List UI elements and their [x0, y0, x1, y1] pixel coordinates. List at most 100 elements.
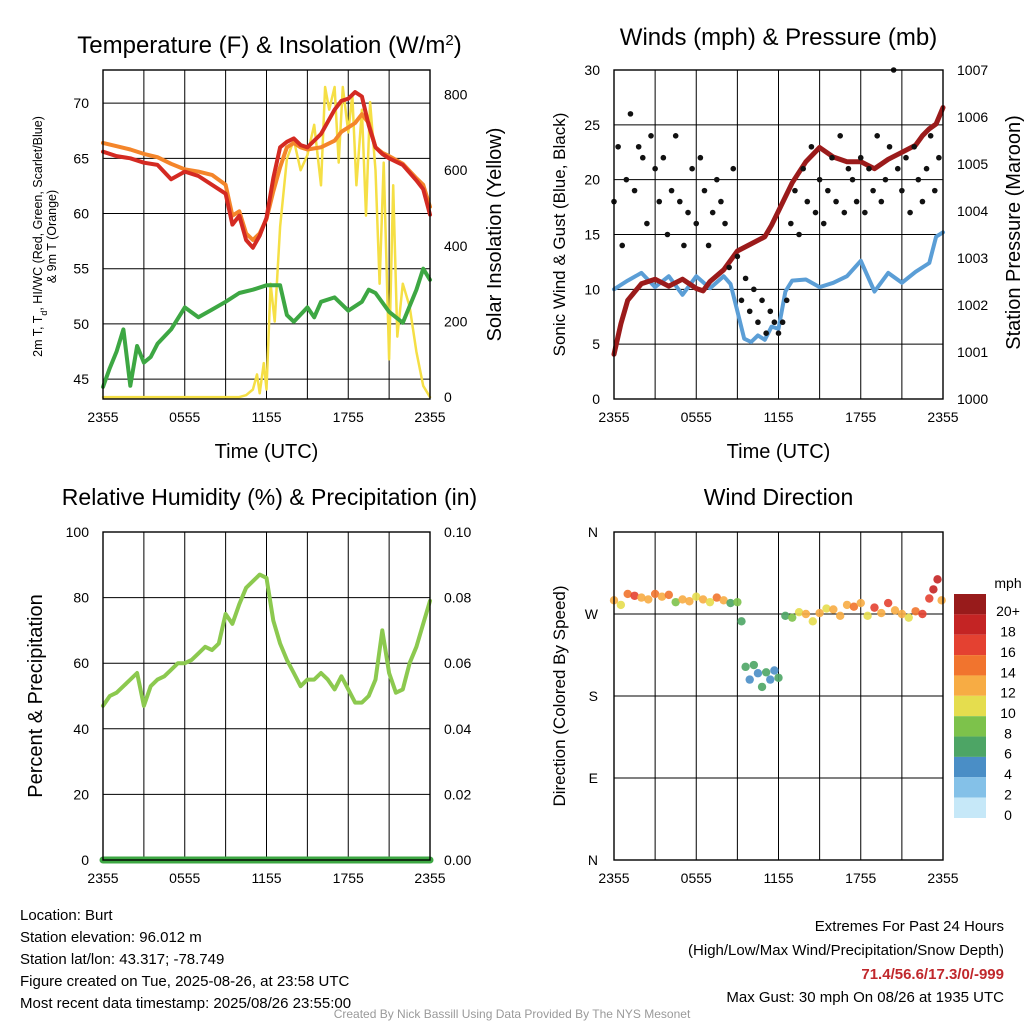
gust-point [648, 133, 654, 139]
gust-point [623, 176, 630, 183]
gust-point [767, 308, 774, 315]
direction-point [678, 595, 687, 604]
direction-point [937, 596, 946, 605]
direction-point [801, 609, 811, 619]
direction-point [933, 575, 942, 584]
legend-label: 20+ [996, 603, 1020, 619]
gust-point [792, 187, 798, 194]
direction-point [911, 607, 920, 616]
legend-unit: mph [994, 575, 1021, 591]
y-tick-label: 60 [73, 206, 89, 222]
credit-text: Created By Nick Bassill Using Data Provi… [333, 1007, 691, 1021]
y2-tick-label: 0.00 [444, 852, 471, 868]
gust-point [837, 133, 843, 139]
gust-point [726, 264, 732, 271]
y-tick-label: 25 [584, 117, 600, 133]
gust-point [936, 154, 942, 161]
y-tick-label: 0 [592, 391, 600, 407]
y2-tick-label: 1004 [957, 203, 988, 219]
x-tick-label: 1155 [251, 870, 281, 886]
y-tick-label: 55 [73, 261, 89, 277]
plot-border [613, 531, 944, 861]
legend-label: 8 [1004, 725, 1012, 741]
gust-point [681, 242, 687, 249]
y-axis-label: Sonic Wind & Gust (Blue, Black) [550, 113, 569, 357]
direction-point [918, 609, 927, 619]
x-tick-label: 2355 [87, 870, 118, 886]
x-tick-label: 0555 [169, 409, 200, 425]
gust-point [862, 209, 868, 216]
legend-label: 10 [1000, 705, 1016, 721]
gust-point [833, 198, 839, 205]
direction-point [757, 682, 767, 692]
gust-point [639, 154, 646, 161]
gust-point [825, 187, 831, 194]
direction-point [685, 597, 694, 606]
max-gust-text: Max Gust: 30 mph On 08/26 at 1935 UTC [726, 989, 1004, 1006]
gust-point [705, 242, 712, 249]
series-line-insolation [101, 85, 432, 399]
y-tick-label: 60 [73, 655, 89, 671]
gust-point [714, 176, 720, 183]
direction-point [856, 598, 865, 608]
y2-tick-label: 0.06 [444, 655, 471, 671]
x-tick-label: 1155 [251, 409, 281, 425]
figure-created-text: Figure created on Tue, 2025-08-26, at 23… [20, 973, 350, 990]
location-text: Location: Burt [20, 907, 113, 924]
gust-point [701, 187, 708, 194]
y-tick-label: 45 [73, 371, 89, 387]
gust-point [903, 154, 909, 161]
gust-point [923, 165, 930, 172]
direction-point [808, 617, 817, 626]
direction-point [883, 598, 893, 608]
y-tick-label: 20 [73, 786, 89, 802]
direction-point [749, 660, 759, 670]
legend-label: 18 [1000, 624, 1016, 640]
gust-point [631, 187, 638, 194]
y-tick-label: 100 [66, 524, 90, 540]
gust-point [878, 198, 885, 205]
gust-point [771, 319, 778, 326]
gust-point [689, 165, 695, 172]
gust-point [664, 231, 671, 238]
series-line-dewpoint [101, 266, 432, 389]
gust-point [829, 154, 835, 161]
chart-title: Wind Direction [704, 484, 854, 510]
gust-point [746, 308, 753, 315]
x-tick-label: 1755 [845, 870, 876, 886]
legend-swatch [954, 716, 986, 737]
y2-tick-label: 1005 [957, 156, 988, 172]
direction-point [842, 600, 852, 610]
direction-point [664, 590, 674, 600]
direction-point [705, 597, 715, 607]
chart-title: Winds (mph) & Pressure (mb) [620, 24, 937, 51]
legend-swatch [954, 655, 986, 676]
y-tick-label: 5 [592, 336, 600, 352]
gust-point [685, 209, 691, 216]
series-line-2m-temp [101, 90, 432, 250]
gust-point [783, 297, 790, 304]
direction-point [788, 613, 797, 622]
station-elevation-text: Station elevation: 96.012 m [20, 929, 202, 946]
direction-point [774, 673, 783, 682]
y2-tick-label: 0.08 [444, 590, 471, 606]
y2-tick-label: 1000 [957, 391, 988, 407]
x-axis-label: Time (UTC) [215, 441, 319, 463]
x-tick-label: 0555 [681, 409, 712, 425]
y-tick-label: 80 [73, 590, 89, 606]
y-tick-label: 65 [73, 150, 89, 166]
y-tick-label: W [585, 606, 599, 622]
gust-point [857, 154, 864, 161]
direction-point [644, 595, 653, 604]
direction-point [623, 589, 632, 599]
direction-point [737, 617, 746, 626]
direction-point [692, 592, 701, 601]
direction-point [815, 608, 824, 618]
series-line-sonic-wind [612, 230, 945, 344]
direction-point [630, 591, 639, 600]
y2-tick-label: 1001 [957, 344, 988, 360]
gust-point [874, 133, 880, 139]
y-tick-label: 20 [584, 172, 600, 188]
y2-tick-label: 800 [444, 87, 468, 103]
direction-point [712, 593, 722, 602]
